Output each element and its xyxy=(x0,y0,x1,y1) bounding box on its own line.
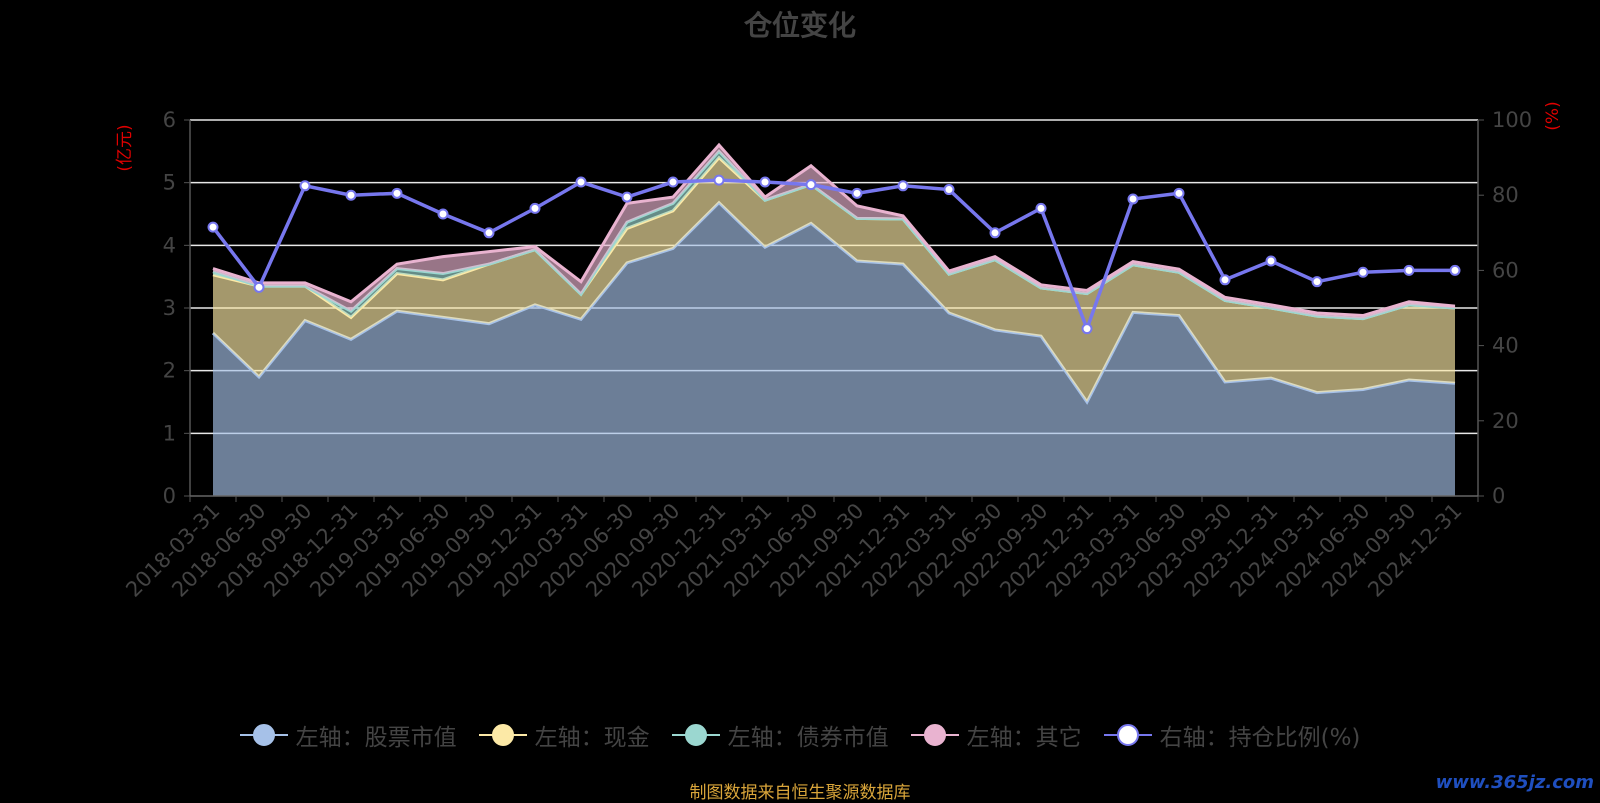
y-left-tick-label: 4 xyxy=(163,233,176,257)
ratio-point xyxy=(621,191,633,203)
ratio-point xyxy=(759,176,771,188)
ratio-point xyxy=(1449,264,1461,276)
ratio-point xyxy=(345,189,357,201)
ratio-point xyxy=(1173,187,1185,199)
ratio-point xyxy=(1403,264,1415,276)
y-left-tick-label: 2 xyxy=(163,359,176,383)
ratio-point xyxy=(299,180,311,192)
ratio-point xyxy=(207,221,219,233)
y-left-tick-label: 3 xyxy=(163,296,176,320)
legend-item[interactable]: 左轴：现金 xyxy=(478,718,650,752)
ratio-point xyxy=(391,187,403,199)
ratio-point xyxy=(851,187,863,199)
ratio-line-layer xyxy=(207,174,1461,335)
y-left-tick-label: 1 xyxy=(163,421,176,445)
stacked-area-layer xyxy=(211,142,1456,496)
ratio-point xyxy=(943,184,955,196)
y-right-unit-label: (%) xyxy=(1543,101,1563,130)
y-left-unit-label: (亿元) xyxy=(115,124,135,171)
ratio-point xyxy=(713,174,725,186)
ratio-point xyxy=(483,227,495,239)
legend-item[interactable]: 左轴：股票市值 xyxy=(239,718,457,752)
ratio-point xyxy=(437,208,449,220)
ratio-point xyxy=(989,227,1001,239)
y-right-tick-label: 0 xyxy=(1492,484,1505,508)
ratio-point xyxy=(667,176,679,188)
ratio-point xyxy=(575,176,587,188)
ratio-point xyxy=(1311,276,1323,288)
ratio-point xyxy=(1265,255,1277,267)
ratio-point xyxy=(897,180,909,192)
legend-label: 左轴：债券市值 xyxy=(727,725,889,751)
area-左轴：现金 xyxy=(213,157,1455,402)
ratio-point xyxy=(1035,202,1047,214)
y-right-tick-label: 60 xyxy=(1492,258,1519,282)
ratio-point xyxy=(253,281,265,293)
ratio-point xyxy=(529,202,541,214)
legend-item[interactable]: 左轴：债券市值 xyxy=(671,718,889,752)
legend-swatch-icon xyxy=(478,724,527,746)
legend-label: 右轴：持仓比例(%) xyxy=(1159,725,1361,751)
ratio-point xyxy=(1357,266,1369,278)
legend-swatch-icon xyxy=(671,724,720,746)
y-right-tick-label: 80 xyxy=(1492,183,1519,207)
y-left-tick-label: 6 xyxy=(163,108,176,132)
y-right-tick-label: 20 xyxy=(1492,409,1519,433)
ratio-line xyxy=(211,178,1455,334)
chart-title: 仓位变化 xyxy=(743,9,856,42)
axis-layer xyxy=(184,119,1484,502)
legend-swatch-icon xyxy=(239,724,288,746)
ratio-point xyxy=(1127,193,1139,205)
legend-swatch-icon xyxy=(1103,724,1152,746)
legend-label: 左轴：现金 xyxy=(534,725,650,751)
area-左轴：其它 xyxy=(213,145,1455,319)
watermark: www.365jz.com xyxy=(1435,772,1594,793)
chart-legend: 左轴：股票市值 左轴：现金 左轴：债券市值 左轴：其它 右轴：持仓比例(%) xyxy=(0,718,1600,752)
ratio-point xyxy=(1081,323,1093,335)
legend-item[interactable]: 左轴：其它 xyxy=(910,718,1082,752)
legend-item[interactable]: 右轴：持仓比例(%) xyxy=(1103,718,1361,752)
y-left-tick-label: 0 xyxy=(163,484,176,508)
y-right-tick-label: 40 xyxy=(1492,334,1519,358)
legend-label: 左轴：股票市值 xyxy=(295,725,457,751)
ratio-point xyxy=(1219,274,1231,286)
source-note: 制图数据来自恒生聚源数据库 xyxy=(689,783,911,803)
legend-swatch-icon xyxy=(910,724,959,746)
y-left-tick-label: 5 xyxy=(163,171,176,195)
legend-label: 左轴：其它 xyxy=(966,725,1082,751)
ratio-point xyxy=(805,179,817,191)
area-左轴：股票市值 xyxy=(213,202,1455,496)
area-edge-左轴：其它 xyxy=(212,142,1456,318)
y-right-tick-label: 100 xyxy=(1492,108,1532,132)
